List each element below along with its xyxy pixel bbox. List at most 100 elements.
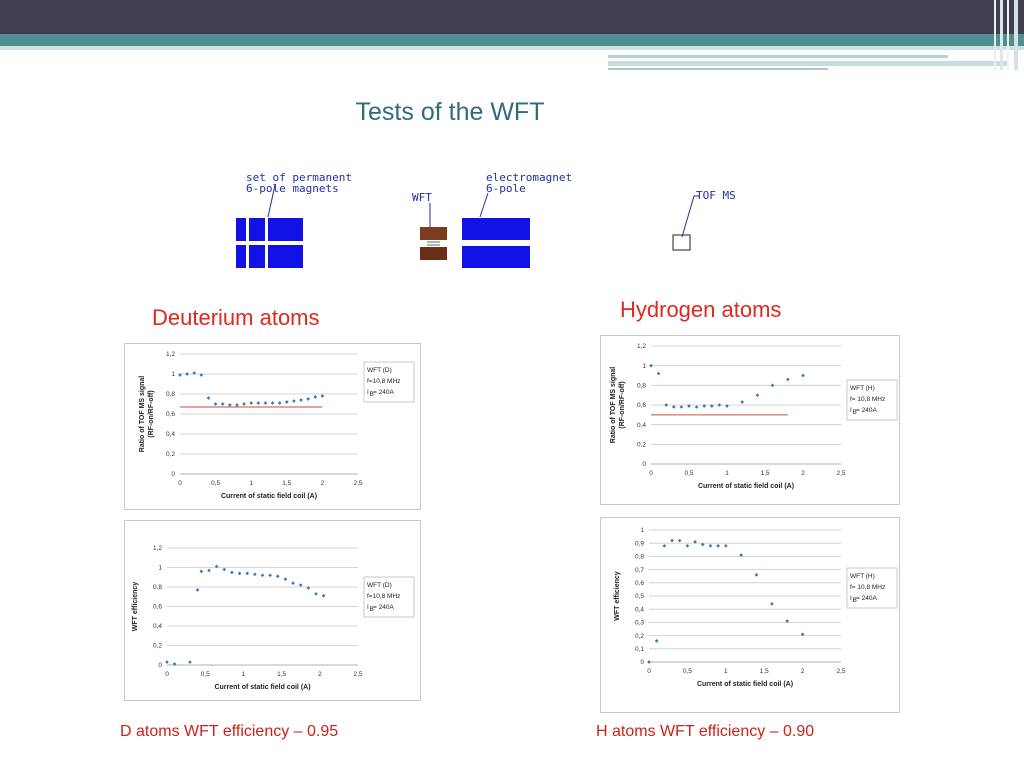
data-point bbox=[740, 400, 745, 404]
y-tick-label: 1 bbox=[158, 565, 162, 572]
y-tick-label: 0,6 bbox=[635, 580, 644, 587]
x-tick-label: 2,5 bbox=[353, 480, 362, 487]
legend-box bbox=[846, 567, 898, 609]
data-point bbox=[664, 403, 669, 407]
y-tick-label: 1 bbox=[171, 371, 175, 378]
data-point bbox=[242, 402, 246, 406]
data-point bbox=[654, 639, 659, 643]
header-accent-line-2 bbox=[608, 61, 1008, 66]
header-dark-band bbox=[0, 0, 1024, 34]
legend-line-2: f=10,8 MHz bbox=[367, 378, 400, 385]
y-tick-label: 0,6 bbox=[637, 402, 646, 409]
y-tick-label: 1,2 bbox=[637, 343, 646, 350]
y-axis-title: WFT efficiency bbox=[614, 571, 621, 621]
y-tick-label: 0,4 bbox=[153, 623, 162, 630]
data-point bbox=[260, 573, 265, 578]
data-point bbox=[283, 577, 288, 582]
deuterium-heading: Deuterium atoms bbox=[152, 305, 320, 330]
data-point bbox=[313, 395, 318, 399]
y-tick-label: 0 bbox=[171, 471, 175, 478]
data-point bbox=[220, 402, 225, 406]
electromagnet-pointer-line bbox=[479, 192, 489, 218]
data-point bbox=[739, 553, 743, 557]
x-tick-label: 2 bbox=[321, 480, 325, 487]
data-point bbox=[245, 571, 250, 576]
legend-line-1: WFT (H) bbox=[850, 385, 875, 392]
data-point bbox=[230, 570, 234, 575]
y-tick-label: 0,1 bbox=[635, 646, 644, 653]
slide-title: Tests of the WFT bbox=[355, 98, 545, 126]
wft-device-shape bbox=[420, 227, 447, 260]
x-tick-label: 2,5 bbox=[836, 668, 845, 675]
y-tick-label: 1,2 bbox=[166, 351, 175, 358]
magnets-pointer-line bbox=[267, 184, 276, 218]
tof-label: TOF MS bbox=[696, 189, 736, 202]
x-tick-label: 2 bbox=[801, 470, 805, 477]
y-tick-label: 0,6 bbox=[166, 411, 175, 418]
data-point bbox=[670, 538, 674, 543]
x-tick-label: 1,5 bbox=[760, 668, 769, 675]
legend-line-3: = 240A bbox=[856, 407, 877, 414]
wft-label: WFT bbox=[412, 191, 432, 204]
data-point bbox=[717, 403, 722, 407]
legend-box bbox=[363, 361, 415, 403]
data-point bbox=[679, 405, 684, 409]
x-tick-label: 2,5 bbox=[836, 470, 845, 477]
y-tick-label: 0,4 bbox=[637, 422, 646, 429]
data-point bbox=[228, 403, 232, 407]
electromagnet-shape bbox=[462, 218, 530, 268]
legend-line-3: = 240A bbox=[856, 595, 877, 602]
y-tick-label: 0,4 bbox=[635, 606, 644, 613]
x-tick-label: 2 bbox=[318, 671, 322, 678]
legend-box bbox=[363, 576, 415, 618]
legend-line-1: WFT (D) bbox=[367, 367, 392, 374]
legend-current-symbol: I bbox=[367, 389, 369, 396]
magnets-label: set of permanent 6-pole magnets bbox=[246, 171, 352, 195]
legend-current-symbol: I bbox=[367, 604, 369, 611]
data-point bbox=[235, 403, 239, 407]
x-tick-label: 1 bbox=[242, 671, 246, 678]
y-tick-label: 0,8 bbox=[635, 554, 644, 561]
legend-line-2: f= 10,8 MHz bbox=[850, 396, 885, 403]
data-point bbox=[268, 573, 272, 578]
y-axis-title: Ratio of TOF MS signal bbox=[139, 376, 146, 453]
y-tick-label: 0,2 bbox=[637, 442, 646, 449]
hydrogen-efficiency-caption: H atoms WFT efficiency – 0.90 bbox=[596, 723, 815, 740]
y-tick-label: 0 bbox=[640, 659, 644, 666]
data-point bbox=[253, 572, 257, 577]
y-tick-label: 0,5 bbox=[635, 593, 644, 600]
x-tick-label: 2 bbox=[801, 668, 805, 675]
y-tick-label: 1 bbox=[640, 527, 644, 534]
legend-subscript: B bbox=[370, 391, 374, 398]
data-point bbox=[662, 544, 667, 548]
data-point bbox=[801, 373, 805, 378]
chart-hydrogen-ratio: 0 0,2 0,4 0,6 0,8 1 1,2 0 0,5 1 1,5 2 2,5 Current of … bbox=[600, 335, 900, 505]
y-axis-title: (RF-on/RF-off) bbox=[148, 390, 155, 437]
data-point bbox=[306, 586, 311, 590]
data-point bbox=[716, 544, 720, 548]
header-accent-line-1 bbox=[608, 55, 948, 58]
legend-subscript: B bbox=[853, 597, 857, 604]
y-tick-label: 1,2 bbox=[153, 545, 162, 552]
x-tick-label: 1,5 bbox=[277, 671, 286, 678]
x-axis-title: Current of static field coil (A) bbox=[697, 681, 793, 688]
electromagnet-label: electromagnet 6-pole bbox=[486, 171, 573, 195]
x-tick-label: 0 bbox=[649, 470, 653, 477]
data-point bbox=[199, 569, 204, 574]
data-point bbox=[321, 593, 326, 598]
permanent-magnets-shape bbox=[236, 218, 303, 268]
x-axis-title: Current of static field coil (A) bbox=[214, 684, 310, 691]
data-point bbox=[299, 398, 303, 402]
chart-deuterium-efficiency: 0 0,2 0,4 0,6 0,8 1 1,2 0 0,5 1 1,5 2 2,5 Current of … bbox=[124, 520, 421, 701]
chart-hydrogen-efficiency: 0 0,1 0,2 0,3 0,4 0,5 0,6 0,7 0,8 0,9 1 0 0,5 1 1,5 2 2,… bbox=[600, 517, 900, 713]
deuterium-efficiency-caption: D atoms WFT efficiency – 0.95 bbox=[120, 723, 339, 740]
x-axis-title: Current of static field coil (A) bbox=[698, 483, 794, 490]
x-tick-label: 1 bbox=[725, 470, 729, 477]
data-point bbox=[195, 588, 200, 592]
x-tick-label: 1,5 bbox=[282, 480, 291, 487]
legend-line-3: = 240A bbox=[373, 389, 394, 396]
x-tick-label: 0 bbox=[165, 671, 169, 678]
data-point bbox=[320, 394, 325, 398]
chart-deuterium-ratio: 0 0,2 0,4 0,6 0,8 1 1,2 0 0,5 1 1,5 2 2,5 Current of … bbox=[124, 343, 421, 510]
legend-line-3: = 240A bbox=[373, 604, 394, 611]
